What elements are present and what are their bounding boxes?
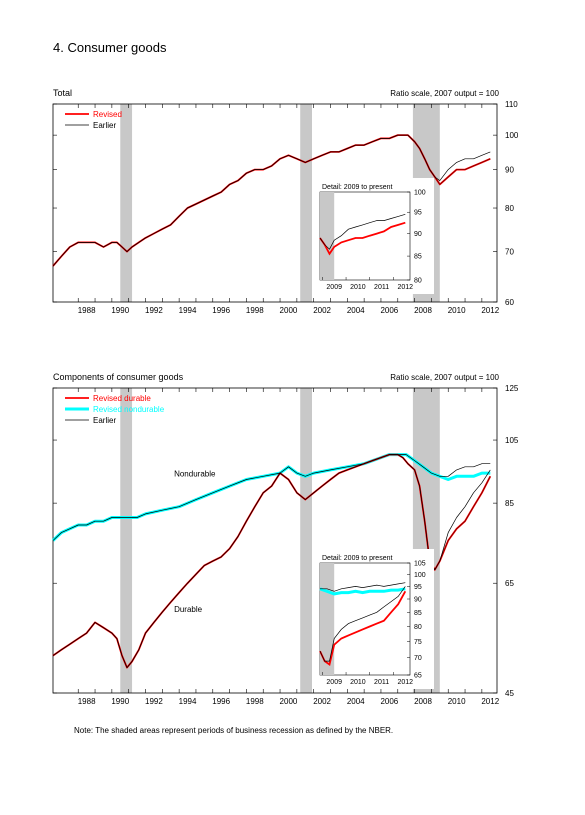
inset-series-line-revised-durable — [319, 590, 407, 667]
inset-title: Detail: 2009 to present — [322, 184, 392, 191]
annotation-durable: Durable — [174, 605, 203, 614]
inset-y-tick-label: 65 — [414, 673, 422, 680]
inset-y-tick-label: 105 — [414, 561, 426, 568]
inset-y-tick-label: 90 — [414, 231, 422, 238]
x-tick-label: 2002 — [313, 306, 331, 315]
x-tick-label: 1998 — [246, 697, 264, 706]
inset-x-tick-label: 2009 — [326, 679, 342, 686]
inset-y-tick-label: 75 — [414, 639, 422, 646]
x-tick-label: 2012 — [481, 697, 499, 706]
legend-label: Earlier — [93, 121, 116, 130]
inset-x-tick-label: 2011 — [374, 679, 389, 686]
inset-y-tick-label: 80 — [414, 278, 422, 285]
x-tick-label: 2000 — [280, 306, 298, 315]
x-tick-label: 2006 — [380, 306, 398, 315]
inset-y-tick-label: 95 — [414, 584, 422, 591]
inset-y-tick-label: 95 — [414, 210, 422, 217]
legend-label: Revised durable — [93, 394, 151, 403]
chart-components: Components of consumer goods Ratio scale,… — [51, 372, 519, 706]
recession-band — [120, 388, 133, 693]
y-tick-label: 85 — [505, 499, 514, 508]
annotation-nondurable: Nondurable — [174, 469, 216, 478]
legend-label: Revised nondurable — [93, 405, 165, 414]
chart-subtitle: Ratio scale, 2007 output = 100 — [390, 89, 499, 98]
x-tick-label: 1990 — [111, 697, 129, 706]
inset-background — [318, 549, 434, 689]
x-tick-label: 2010 — [448, 697, 466, 706]
inset-y-tick-label: 70 — [414, 655, 422, 662]
inset-x-tick-label: 2011 — [374, 284, 389, 291]
y-tick-label: 90 — [505, 166, 514, 175]
inset-background — [318, 178, 434, 294]
inset-series-line-earlier — [319, 213, 406, 250]
series-line-earlier — [52, 454, 491, 541]
chart-subtitle: Ratio scale, 2007 output = 100 — [390, 373, 499, 382]
inset-y-tick-label: 80 — [414, 624, 422, 631]
chart-total: Total Ratio scale, 2007 output = 100 1988 1… — [52, 88, 519, 315]
inset-x-tick-label: 2009 — [326, 284, 342, 291]
inset-y-tick-label: 100 — [414, 190, 426, 197]
y-tick-label: 105 — [505, 436, 519, 445]
y-tick-label: 70 — [505, 248, 514, 257]
recession-band — [120, 104, 133, 302]
inset-x-tick-label: 2010 — [350, 679, 366, 686]
inset-recession-band — [320, 563, 335, 675]
x-tick-label: 2010 — [448, 306, 466, 315]
inset-y-tick-label: 85 — [414, 254, 422, 261]
y-tick-label: 110 — [505, 100, 518, 109]
legend-label: Revised — [93, 110, 122, 119]
x-tick-label: 1996 — [212, 697, 230, 706]
x-tick-label: 2000 — [280, 697, 298, 706]
inset-title: Detail: 2009 to present — [322, 555, 392, 562]
x-tick-label: 2004 — [347, 306, 365, 315]
x-tick-label: 1996 — [212, 306, 230, 315]
inset-x-tick-label: 2010 — [350, 284, 366, 291]
inset-recession-band — [320, 192, 335, 280]
inset-series-line-revised-nondurable — [319, 587, 406, 596]
x-tick-label: 1992 — [145, 697, 163, 706]
chart-title: Components of consumer goods — [53, 372, 184, 382]
inset-series-line-earlier — [319, 586, 406, 662]
x-tick-label: 2012 — [481, 306, 499, 315]
inset-series-line-earlier — [320, 582, 406, 592]
inset-x-tick-label: 2012 — [397, 284, 413, 291]
plot-frame — [52, 103, 498, 303]
footnote: Note: The shaded areas represent periods… — [74, 726, 394, 735]
y-tick-label: 125 — [505, 384, 519, 393]
x-tick-label: 1994 — [179, 306, 197, 315]
x-tick-label: 2006 — [380, 697, 398, 706]
recession-band — [300, 104, 312, 302]
recession-band — [300, 388, 312, 693]
y-tick-label: 100 — [505, 131, 519, 140]
x-tick-label: 1994 — [179, 697, 197, 706]
inset-y-tick-label: 100 — [414, 572, 426, 579]
x-tick-label: 1988 — [78, 697, 96, 706]
page-title: 4. Consumer goods — [53, 40, 167, 55]
inset-x-tick-label: 2012 — [397, 679, 413, 686]
inset-series-line-revised — [319, 221, 406, 256]
y-tick-label: 65 — [505, 579, 514, 588]
x-tick-label: 1992 — [145, 306, 163, 315]
series-line-earlier — [52, 454, 491, 668]
legend-label: Earlier — [93, 416, 116, 425]
inset-y-tick-label: 85 — [414, 610, 422, 617]
x-tick-label: 1998 — [246, 306, 264, 315]
y-tick-label: 60 — [505, 298, 514, 307]
y-tick-label: 45 — [505, 689, 514, 698]
series-line-earlier — [52, 134, 491, 267]
x-tick-label: 1988 — [78, 306, 96, 315]
x-tick-label: 2004 — [347, 697, 365, 706]
inset-y-tick-label: 90 — [414, 597, 422, 604]
x-tick-label: 2002 — [313, 697, 331, 706]
chart-title: Total — [53, 88, 72, 98]
x-tick-label: 2008 — [414, 697, 432, 706]
x-tick-label: 1990 — [111, 306, 129, 315]
y-tick-label: 80 — [505, 204, 514, 213]
x-tick-label: 2008 — [414, 306, 432, 315]
